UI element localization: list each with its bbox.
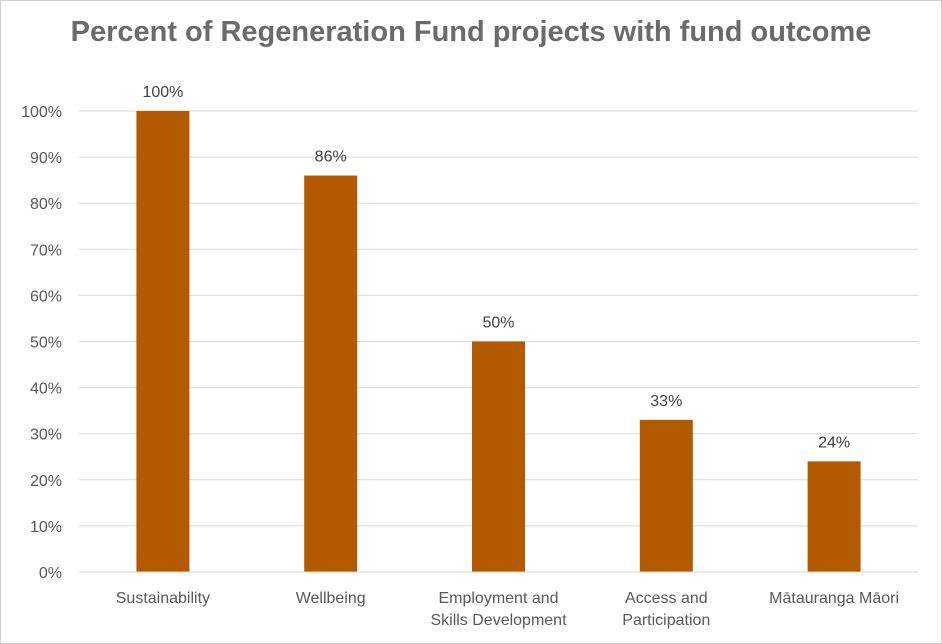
y-tick-label: 70%: [30, 242, 62, 259]
data-label: 33%: [650, 393, 682, 410]
y-tick-label: 100%: [21, 104, 62, 121]
bar: [472, 341, 525, 572]
data-label: 50%: [482, 315, 514, 332]
y-tick-label: 30%: [30, 427, 62, 444]
x-tick-label: Access and Participation: [622, 590, 710, 629]
bar: [639, 419, 693, 572]
y-tick-label: 50%: [30, 335, 62, 352]
y-tick-label: 80%: [30, 196, 62, 213]
y-tick-label: 20%: [30, 473, 62, 490]
bar: [136, 111, 190, 572]
y-tick-label: 10%: [30, 519, 62, 536]
data-label: 24%: [818, 434, 850, 451]
x-tick-label: Wellbeing: [296, 590, 366, 607]
y-tick-label: 60%: [30, 288, 62, 305]
x-tick-label: Employment and Skills Development: [430, 590, 567, 629]
y-tick-label: 0%: [39, 565, 62, 582]
chart-title: Percent of Regeneration Fund projects wi…: [70, 16, 872, 48]
x-tick-label: Sustainability: [116, 590, 210, 607]
x-tick-label: Mātauranga Māori: [769, 590, 899, 607]
data-label: 100%: [142, 84, 183, 101]
y-tick-label: 40%: [30, 381, 62, 398]
y-tick-label: 90%: [30, 150, 62, 167]
data-label: 86%: [315, 149, 347, 166]
bar: [304, 175, 358, 573]
bar: [807, 461, 861, 572]
